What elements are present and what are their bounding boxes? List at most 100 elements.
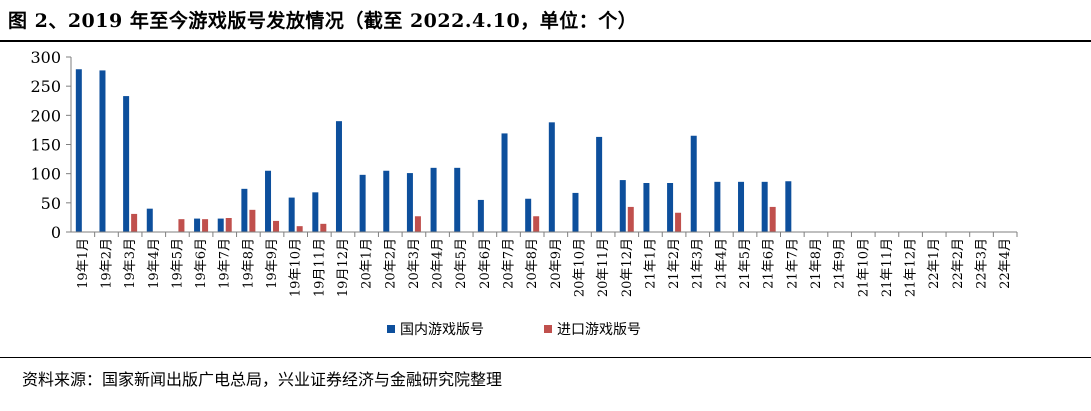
legend-label-domestic: 国内游戏版号 [400, 322, 484, 338]
bar-domestic [477, 199, 484, 232]
legend-swatch-imported [544, 325, 552, 333]
bar-domestic [75, 69, 82, 232]
title-rule [0, 40, 1091, 42]
bar-domestic [406, 173, 413, 232]
x-tick-label: 21年11月 [880, 238, 895, 297]
chart-title: 图 2、2019 年至今游戏版号发放情况（截至 2022.4.10，单位：个） [8, 10, 638, 32]
legend: 国内游戏版号 进口游戏版号 [387, 322, 641, 338]
bar-domestic [312, 192, 319, 232]
x-tick-label: 21年7月 [785, 238, 800, 289]
bar-domestic [667, 183, 674, 232]
bar-domestic [572, 192, 579, 232]
x-tick-label: 19年4月 [147, 238, 162, 289]
x-tick-label: 21年12月 [904, 238, 919, 297]
x-tick-label: 19年6月 [194, 238, 209, 289]
y-tick-label: 150 [30, 136, 61, 155]
bar-imported [273, 220, 280, 232]
legend-label-imported: 进口游戏版号 [557, 322, 641, 338]
bar-imported [131, 213, 138, 232]
x-tick-label: 19年8月 [241, 238, 256, 289]
bar-domestic [596, 136, 603, 232]
x-tick-label: 21年2月 [667, 238, 682, 289]
y-tick-label: 200 [30, 106, 61, 125]
y-tick-label: 100 [30, 165, 61, 184]
x-tick-label: 21年9月 [833, 238, 848, 289]
y-tick-label: 250 [30, 77, 61, 96]
x-tick-label: 19年7月 [218, 238, 233, 289]
bars [75, 69, 792, 233]
bar-domestic [738, 181, 745, 232]
y-tick-label: 300 [30, 48, 61, 67]
x-tick-label: 21年3月 [691, 238, 706, 289]
bar-domestic [217, 218, 224, 232]
bar-domestic [454, 167, 461, 232]
x-tick-label: 19年2月 [99, 238, 114, 289]
x-tick-label: 20年7月 [502, 238, 517, 289]
legend-swatch-domestic [387, 325, 395, 333]
bar-imported [533, 216, 540, 232]
x-axis: 19年1月 19年2月 19年3月 19年4月 19年5月 19年6月 19年7月 19年8月… [71, 231, 1018, 297]
x-tick-label: 19年1月 [76, 238, 91, 289]
x-tick-label: 22年2月 [951, 238, 966, 289]
bar-domestic [123, 96, 130, 232]
source-note: 资料来源：国家新闻出版广电总局，兴业证券经济与金融研究院整理 [22, 370, 503, 389]
bar-domestic [430, 167, 437, 232]
x-tick-label: 20年6月 [478, 238, 493, 289]
bar-domestic [501, 133, 508, 232]
bar-domestic [714, 181, 721, 232]
x-tick-label: 19年9月 [265, 238, 280, 289]
y-axis: 0 50 100 150 200 250 300 [30, 48, 72, 242]
bar-domestic [146, 208, 153, 232]
bar-domestic [525, 198, 532, 232]
bar-domestic [383, 170, 390, 232]
x-tick-label: 20年3月 [407, 238, 422, 289]
x-tick-label: 19年10月 [289, 238, 304, 297]
bar-domestic [288, 197, 295, 232]
bar-domestic [359, 174, 366, 232]
x-tick-label: 21年5月 [738, 238, 753, 289]
bar-imported [202, 219, 209, 232]
x-tick-label: 20年9月 [549, 238, 564, 289]
bar-imported [414, 216, 421, 232]
x-tick-label: 22年3月 [975, 238, 990, 289]
bar-domestic [194, 218, 201, 232]
bar-imported [225, 218, 232, 232]
x-tick-label: 19月12月 [336, 238, 351, 297]
x-tick-label: 21年10月 [856, 238, 871, 297]
y-tick-label: 50 [41, 194, 61, 213]
x-tick-label: 20年2月 [383, 238, 398, 289]
bar-domestic [690, 135, 697, 232]
x-tick-label: 21年1月 [643, 238, 658, 289]
x-tick-label: 19年3月 [123, 238, 138, 289]
x-tick-label: 20年1月 [360, 238, 375, 289]
bar-imported [296, 226, 303, 232]
bar-imported [320, 223, 327, 232]
x-tick-label: 20年8月 [525, 238, 540, 289]
x-tick-label: 19年5月 [170, 238, 185, 289]
source-rule [0, 357, 1091, 358]
x-tick-label: 19月11月 [312, 238, 327, 297]
bar-domestic [643, 183, 650, 232]
x-tick-label: 21年6月 [762, 238, 777, 289]
bar-domestic [335, 121, 342, 232]
bar-imported [769, 206, 776, 232]
x-tick-label: 21年4月 [714, 238, 729, 289]
bar-domestic [99, 70, 106, 233]
bar-domestic [241, 188, 248, 232]
x-tick-label: 21年8月 [809, 238, 824, 289]
x-tick-label: 20年5月 [454, 238, 469, 289]
bar-imported [178, 219, 185, 232]
bar-domestic [619, 180, 626, 232]
bar-domestic [785, 181, 792, 232]
x-tick-label: 22年1月 [927, 238, 942, 289]
bar-domestic [265, 170, 272, 232]
x-tick-label: 20年4月 [431, 238, 446, 289]
bar-imported [675, 212, 682, 232]
x-tick-label: 20年12月 [620, 238, 635, 297]
x-tick-label: 22年4月 [998, 238, 1013, 289]
bar-imported [627, 206, 634, 232]
bar-domestic [761, 181, 768, 232]
x-tick-label: 20年11月 [596, 238, 611, 297]
bar-domestic [548, 122, 555, 232]
